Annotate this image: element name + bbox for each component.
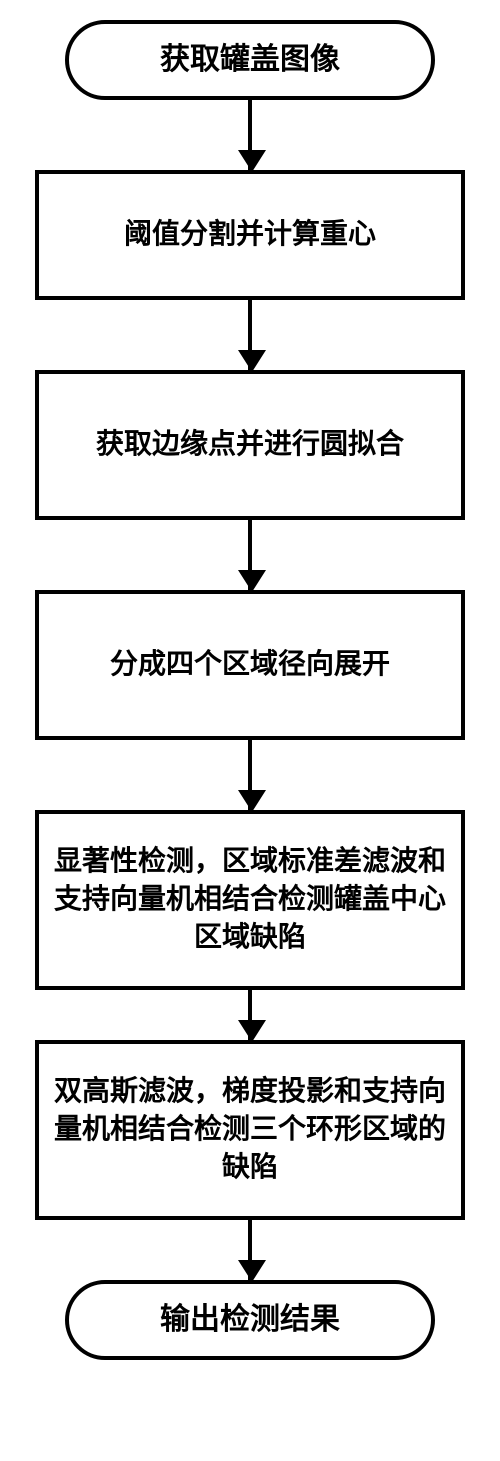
node-step2-label: 获取边缘点并进行圆拟合 bbox=[96, 426, 404, 464]
edge-start-step1 bbox=[248, 100, 252, 170]
node-end-label: 输出检测结果 bbox=[160, 1300, 340, 1341]
flowchart: 获取罐盖图像 阈值分割并计算重心 获取边缘点并进行圆拟合 分成四个区域径向展开 … bbox=[0, 0, 500, 1461]
node-start-label: 获取罐盖图像 bbox=[160, 40, 340, 81]
node-step1-label: 阈值分割并计算重心 bbox=[124, 216, 376, 254]
node-start: 获取罐盖图像 bbox=[65, 20, 435, 100]
node-step3: 分成四个区域径向展开 bbox=[35, 590, 465, 740]
node-end: 输出检测结果 bbox=[65, 1280, 435, 1360]
edge-step2-step3 bbox=[248, 520, 252, 590]
node-step1: 阈值分割并计算重心 bbox=[35, 170, 465, 300]
node-step2: 获取边缘点并进行圆拟合 bbox=[35, 370, 465, 520]
node-step4: 显著性检测，区域标准差滤波和支持向量机相结合检测罐盖中心区域缺陷 bbox=[35, 810, 465, 990]
node-step5-label: 双高斯滤波，梯度投影和支持向量机相结合检测三个环形区域的缺陷 bbox=[53, 1073, 447, 1186]
edge-step3-step4 bbox=[248, 740, 252, 810]
edge-step5-end bbox=[248, 1220, 252, 1280]
edge-step1-step2 bbox=[248, 300, 252, 370]
node-step4-label: 显著性检测，区域标准差滤波和支持向量机相结合检测罐盖中心区域缺陷 bbox=[53, 843, 447, 956]
node-step3-label: 分成四个区域径向展开 bbox=[110, 646, 390, 684]
node-step5: 双高斯滤波，梯度投影和支持向量机相结合检测三个环形区域的缺陷 bbox=[35, 1040, 465, 1220]
edge-step4-step5 bbox=[248, 990, 252, 1040]
